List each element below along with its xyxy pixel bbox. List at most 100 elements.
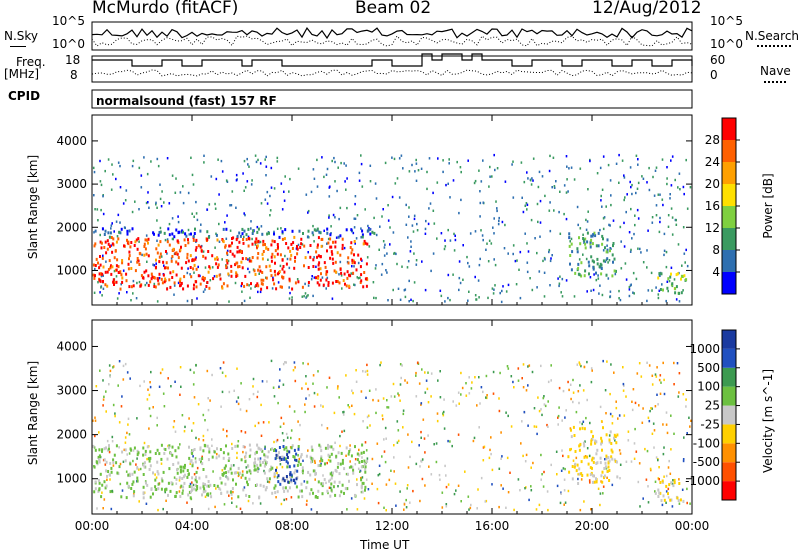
echo-cell <box>187 191 190 195</box>
echo-cell <box>97 281 99 284</box>
echo-cell <box>127 484 130 488</box>
echo-cell <box>360 451 363 455</box>
echo-cell <box>658 289 661 292</box>
echo-cell <box>465 394 468 397</box>
echo-cell <box>191 259 194 263</box>
nsearch-tick-bottom: 10^0 <box>710 37 743 51</box>
echo-cell <box>384 460 387 464</box>
echo-cell <box>651 374 654 377</box>
echo-cell <box>460 371 462 375</box>
echo-cell <box>680 277 682 281</box>
echo-cell <box>436 419 439 423</box>
echo-cell <box>467 261 469 265</box>
echo-cell <box>682 459 685 463</box>
echo-cell <box>524 487 526 490</box>
echo-cell <box>142 453 145 457</box>
echo-cell <box>369 180 372 183</box>
echo-cell <box>265 460 267 464</box>
echo-cell <box>262 421 265 424</box>
echo-cell <box>589 473 592 477</box>
echo-cell <box>595 440 598 444</box>
echo-cell <box>201 493 203 497</box>
echo-cell <box>178 490 181 493</box>
echo-cell <box>273 269 276 273</box>
echo-cell <box>405 506 408 509</box>
echo-cell <box>171 445 174 449</box>
echo-cell <box>600 480 602 483</box>
echo-cell <box>216 256 219 260</box>
x-tick-label: 08:00 <box>275 519 310 533</box>
x-axis-label: Time UT <box>360 538 410 552</box>
echo-cell <box>119 482 122 486</box>
echo-cell <box>622 382 625 386</box>
colorbar-tick-label: 1000 <box>689 342 720 356</box>
echo-cell <box>98 481 101 485</box>
echo-cell <box>257 158 259 162</box>
echo-cell <box>278 270 281 274</box>
echo-cell <box>339 444 341 448</box>
echo-cell <box>218 193 220 196</box>
echo-cell <box>205 285 208 288</box>
echo-cell <box>551 186 553 189</box>
echo-cell <box>205 475 208 479</box>
echo-cell <box>567 380 569 384</box>
echo-cell <box>655 456 658 459</box>
echo-cell <box>245 466 248 469</box>
echo-cell <box>181 414 184 417</box>
echo-cell <box>657 495 660 498</box>
echo-cell <box>482 459 485 462</box>
echo-cell <box>449 298 451 302</box>
echo-cell <box>526 203 529 206</box>
echo-cell <box>237 265 239 269</box>
echo-cell <box>160 462 163 465</box>
echo-cell <box>183 238 186 242</box>
echo-cell <box>240 382 242 385</box>
echo-cell <box>328 445 331 449</box>
echo-cell <box>192 183 195 186</box>
nave-tick-bottom: 0 <box>710 68 718 82</box>
echo-cell <box>124 436 127 439</box>
echo-cell <box>235 471 238 475</box>
echo-cell <box>237 402 240 406</box>
echo-cell <box>610 448 613 452</box>
echo-cell <box>339 253 342 257</box>
echo-cell <box>213 275 216 278</box>
echo-cell <box>624 196 626 199</box>
echo-cell <box>587 210 589 213</box>
echo-cell <box>659 220 661 224</box>
echo-cell <box>299 423 301 427</box>
echo-cell <box>100 246 103 250</box>
echo-cell <box>294 469 297 473</box>
echo-cell <box>303 295 305 298</box>
echo-cell <box>602 249 605 252</box>
echo-cell <box>595 462 598 465</box>
echo-cell <box>491 468 494 472</box>
echo-cell <box>108 450 111 454</box>
echo-cell <box>179 191 182 194</box>
echo-cell <box>186 252 189 256</box>
echo-cell <box>467 495 470 498</box>
echo-cell <box>177 281 180 285</box>
echo-cell <box>565 217 568 221</box>
echo-cell <box>247 244 250 248</box>
echo-cell <box>163 447 165 451</box>
echo-cell <box>149 464 152 468</box>
echo-cell <box>670 414 672 417</box>
echo-cell <box>130 241 133 244</box>
echo-cell <box>154 473 156 476</box>
echo-cell <box>135 297 138 300</box>
echo-cell <box>108 444 110 448</box>
echo-cell <box>442 412 444 415</box>
echo-cell <box>383 254 386 257</box>
echo-cell <box>375 388 377 391</box>
echo-cell <box>179 366 182 369</box>
echo-cell <box>227 470 230 474</box>
echo-cell <box>599 166 602 170</box>
echo-cell <box>681 488 684 491</box>
echo-cell <box>103 447 106 451</box>
echo-cell <box>510 425 513 428</box>
echo-cell <box>256 244 259 248</box>
colorbar-swatch <box>722 462 736 482</box>
echo-cell <box>280 227 282 230</box>
nave-tick-top: 60 <box>710 53 726 67</box>
